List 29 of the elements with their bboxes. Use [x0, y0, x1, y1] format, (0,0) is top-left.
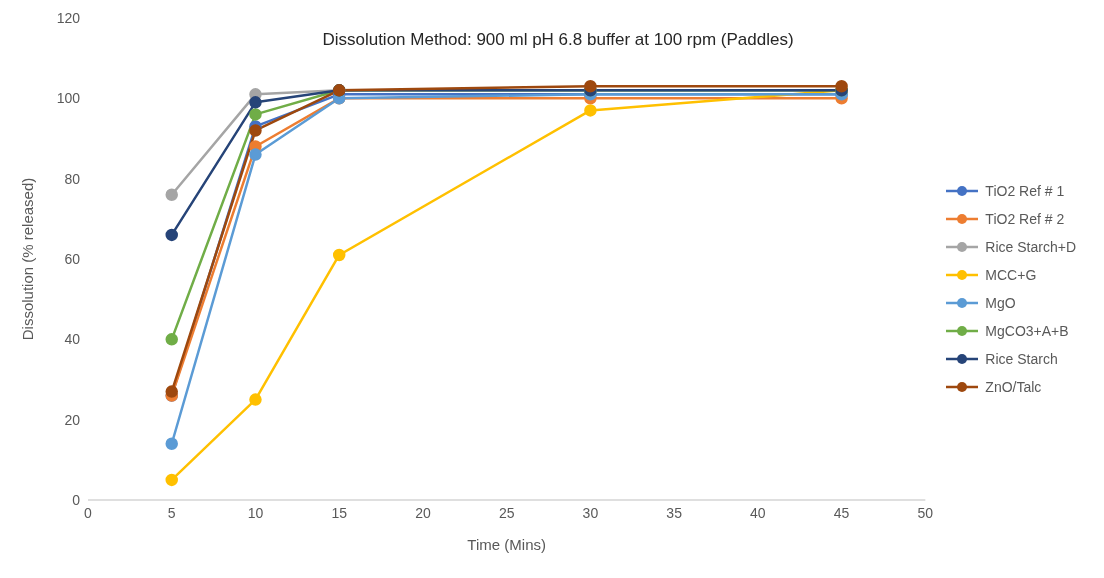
y-tick-label: 80 — [64, 170, 81, 187]
x-tick-label: 25 — [498, 504, 515, 521]
x-tick-label: 30 — [582, 504, 599, 521]
x-tick-label: 50 — [917, 504, 934, 521]
legend-label: Rice Starch+D — [985, 239, 1076, 255]
x-tick-label: 40 — [750, 504, 766, 521]
y-axis-title: Dissolution (% released) — [19, 177, 37, 341]
legend-label: MgO — [985, 295, 1016, 311]
legend-label: TiO2 Ref # 2 — [985, 211, 1065, 227]
x-tick-label: 20 — [415, 504, 431, 521]
x-axis-title: Time (Mins) — [467, 536, 546, 553]
y-tick-label: 20 — [64, 411, 81, 428]
legend-label: TiO2 Ref # 1 — [985, 183, 1065, 199]
x-tick-label: 0 — [84, 504, 93, 521]
legend-label: ZnO/Talc — [985, 379, 1042, 395]
x-tick-label: 15 — [331, 504, 348, 521]
legend-label: MgCO3+A+B — [985, 323, 1069, 339]
x-tick-label: 35 — [666, 504, 683, 521]
x-tick-label: 45 — [833, 504, 850, 521]
y-tick-label: 0 — [72, 491, 81, 508]
y-tick-label: 120 — [56, 9, 81, 26]
x-tick-label: 10 — [247, 504, 264, 521]
x-tick-label: 5 — [167, 504, 176, 521]
y-tick-label: 40 — [64, 331, 81, 348]
y-tick-label: 60 — [64, 250, 81, 267]
legend-label: Rice Starch — [985, 351, 1058, 367]
legend-label: MCC+G — [985, 267, 1037, 283]
text: Dissolution Method: 900 ml pH 6.8 buffer at 100 rpm (Paddles) — [321, 30, 795, 50]
y-tick-label: 100 — [56, 90, 81, 107]
